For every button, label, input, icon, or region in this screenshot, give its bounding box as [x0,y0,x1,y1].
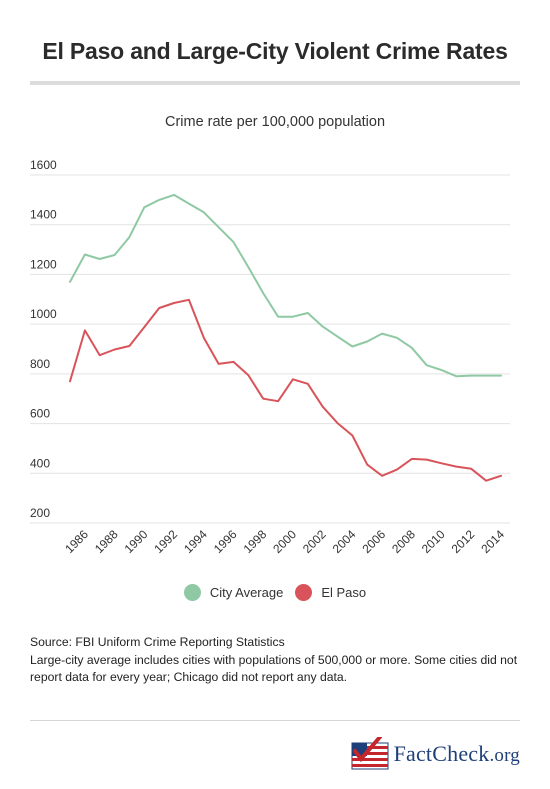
legend-label-el-paso: El Paso [321,585,367,600]
x-axis-ticks: 1986 1988 1990 1992 1994 1996 1998 2000 2002 2004… [62,527,507,556]
x-tick-label: 2004 [330,527,359,556]
x-tick-label: 2002 [300,527,329,556]
logo-text: FactCheck.org [393,741,520,766]
grid-lines [30,174,510,524]
legend-item-city-average: City Average [183,584,284,601]
y-tick-label: 1200 [30,257,57,271]
x-tick-label: 1994 [181,527,210,556]
legend-label-city-average: City Average [209,585,284,600]
x-tick-label: 1990 [122,527,151,556]
x-tick-label: 2012 [449,527,478,556]
legend-item-el-paso: El Paso [295,584,366,601]
legend-swatch-el-paso [295,584,313,601]
series-line-el-paso [69,298,502,482]
x-tick-label: 2000 [270,527,299,556]
flag-check-logo-icon [351,737,389,770]
x-tick-label: 1988 [92,527,121,556]
y-tick-label: 200 [30,506,50,520]
y-tick-label: 1600 [30,158,57,172]
x-tick-label: 1992 [151,527,180,556]
x-tick-label: 2008 [389,527,418,556]
y-tick-label: 1400 [30,208,57,222]
x-tick-label: 2006 [359,527,388,556]
title-divider [30,81,520,85]
x-tick-label: 2014 [478,527,507,556]
legend: City Average El Paso [0,584,550,601]
footer-divider [30,720,520,721]
x-tick-label: 1986 [62,527,91,556]
series-line-city-average [69,193,502,378]
source-note: Source: FBI Uniform Crime Reporting Stat… [30,634,525,687]
y-axis-ticks: 200 400 600 800 1000 1200 1400 1600 [30,158,57,520]
y-tick-label: 400 [30,456,50,470]
y-tick-label: 800 [30,357,50,371]
page-title: El Paso and Large-City Violent Crime Rat… [42,38,508,64]
source-caveat: Large-city average includes cities with … [30,652,518,685]
chart-subtitle: Crime rate per 100,000 population [164,114,386,130]
y-tick-label: 1000 [30,307,57,321]
x-tick-label: 2010 [419,527,448,556]
series-lines [69,193,502,482]
x-tick-label: 1996 [211,527,240,556]
x-tick-label: 1998 [241,527,270,556]
source-line: Source: FBI Uniform Crime Reporting Stat… [30,635,285,649]
factcheck-logo: FactCheck.org [350,737,520,771]
y-tick-label: 600 [30,407,50,421]
legend-swatch-city-average [183,584,201,601]
